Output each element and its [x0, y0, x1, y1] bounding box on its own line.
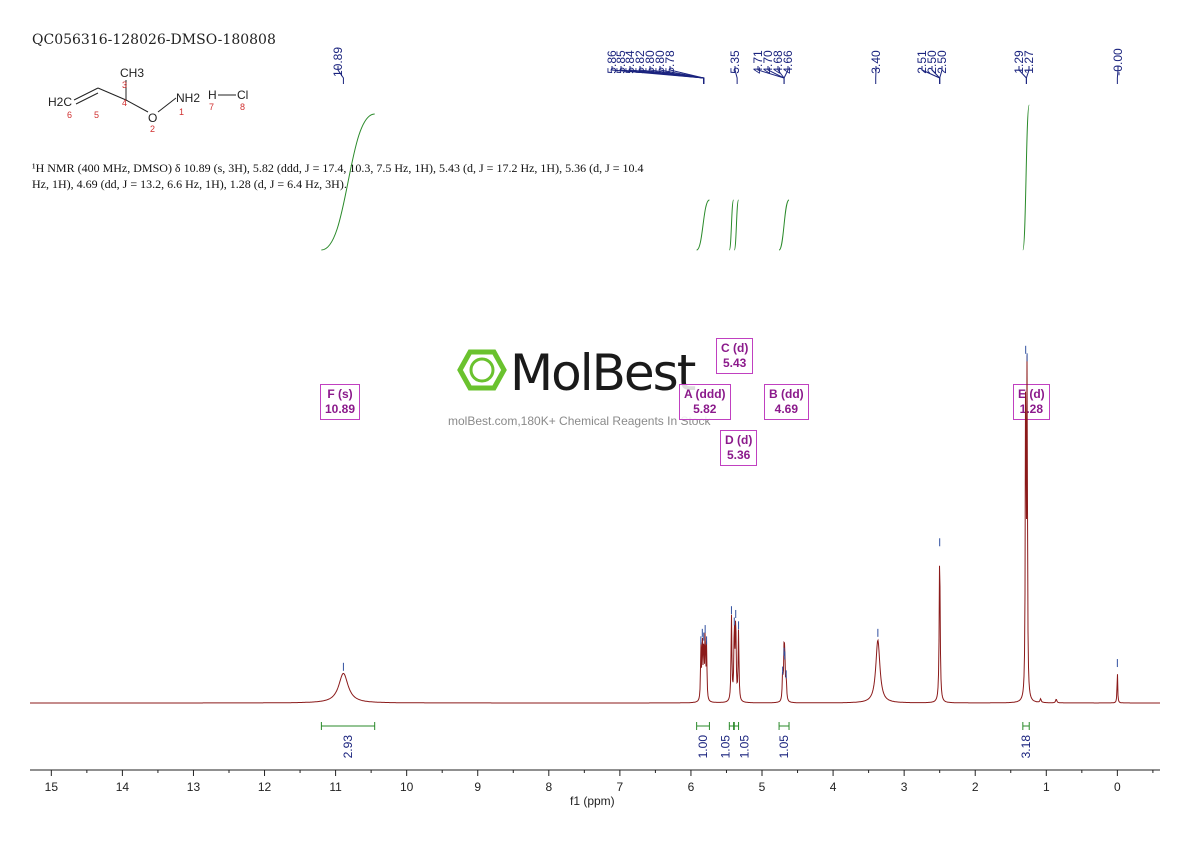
integral-curve [728, 199, 735, 251]
peak-shift-leader [669, 66, 705, 84]
x-tick-label: 9 [474, 780, 481, 794]
integral-curve [1022, 104, 1030, 251]
multiplet-title: F (s) [327, 387, 353, 401]
peak-shift-label: 4.68 [771, 50, 785, 74]
x-tick-label: 0 [1114, 780, 1121, 794]
peak-shift-label: 5.80 [653, 50, 667, 74]
multiplet-shift: 5.43 [722, 356, 747, 370]
integral-curve [778, 199, 790, 251]
multiplet-box-c: C (d) 5.43 [716, 338, 754, 374]
integral-curve [733, 199, 740, 251]
atom-h: H [208, 88, 217, 102]
integral-curve [696, 199, 710, 251]
x-tick-label: 6 [688, 780, 695, 794]
peak-shift-label: 5.35 [728, 50, 742, 74]
multiplet-title: C (d) [721, 341, 749, 355]
x-tick-label: 12 [258, 780, 272, 794]
peak-shift-label: 5.80 [643, 50, 657, 74]
sample-id: QC056316-128026-DMSO-180808 [32, 32, 276, 48]
integral-curve [321, 113, 375, 251]
spectrum-line [30, 355, 1160, 704]
x-axis-title: f1 (ppm) [570, 794, 615, 808]
integral-value: 2.93 [341, 735, 355, 759]
integral-value: 1.05 [737, 735, 751, 759]
x-tick-label: 15 [45, 780, 59, 794]
peak-shift-leader [734, 66, 738, 84]
atom-num-8: 8 [240, 102, 245, 112]
peak-shift-label: 2.50 [935, 50, 949, 74]
x-tick-label: 13 [187, 780, 201, 794]
atom-num-5: 5 [94, 110, 99, 120]
x-tick-label: 2 [972, 780, 979, 794]
peak-shift-leader [337, 66, 344, 84]
x-tick-label: 7 [617, 780, 624, 794]
atom-nh2: NH2 [176, 91, 200, 105]
peak-shift-leader [1116, 66, 1119, 84]
multiplet-title: B (dd) [769, 387, 804, 401]
multiplet-box-d: D (d) 5.36 [720, 430, 758, 466]
peak-shift-label: 4.71 [751, 50, 765, 74]
atom-num-7: 7 [209, 102, 214, 112]
peak-shift-label: 5.86 [605, 50, 619, 74]
peak-shift-label: 4.70 [761, 50, 775, 74]
peak-shift-label: 5.82 [633, 50, 647, 74]
molbest-logo-icon [457, 349, 507, 391]
integral-value: 1.05 [777, 735, 791, 759]
atom-num-1: 1 [179, 107, 184, 117]
atom-o: O [148, 111, 157, 125]
x-tick-label: 10 [400, 780, 414, 794]
atom-num-4: 4 [122, 98, 127, 108]
peak-shift-label: -0.00 [1111, 48, 1125, 76]
x-tick-label: 8 [545, 780, 552, 794]
multiplet-title: A (ddd) [684, 387, 726, 401]
peak-shift-label: 10.89 [331, 47, 345, 77]
peak-shift-leader [1025, 66, 1030, 84]
multiplet-shift: 4.69 [774, 402, 798, 416]
peak-shift-label: 1.29 [1012, 50, 1026, 74]
peak-shift-label: 1.27 [1022, 50, 1036, 74]
atom-cl: Cl [237, 88, 248, 102]
integral-value: 1.00 [696, 735, 710, 759]
nmr-description: ¹H NMR (400 MHz, DMSO) δ 10.89 (s, 3H), … [32, 161, 644, 191]
multiplet-title: E (d) [1018, 387, 1045, 401]
multiplet-shift: 5.82 [693, 402, 717, 416]
peak-shift-label: 5.85 [614, 50, 628, 74]
watermark-brand: MolBest [510, 344, 696, 402]
peak-shift-label: 5.84 [623, 50, 637, 74]
multiplet-box-f: F (s) 10.89 [320, 384, 361, 420]
x-tick-label: 4 [830, 780, 837, 794]
peak-shift-leader [783, 66, 789, 84]
multiplet-title: D (d) [725, 433, 753, 447]
peak-shift-label: 2.51 [915, 50, 929, 74]
integral-value: 1.05 [718, 735, 732, 759]
multiplet-box-a: A (ddd) 5.82 [679, 384, 731, 420]
x-tick-label: 14 [116, 780, 130, 794]
atom-h2c: H2C [48, 95, 72, 109]
peak-shift-label: 3.40 [869, 50, 883, 74]
multiplet-box-b: B (dd) 4.69 [764, 384, 809, 420]
atom-num-3: 3 [122, 80, 127, 90]
integral-value: 3.18 [1019, 735, 1033, 759]
multiplet-shift: 5.36 [726, 448, 751, 462]
peak-shift-label: 5.78 [663, 50, 677, 74]
x-tick-label: 1 [1043, 780, 1050, 794]
atom-num-6: 6 [67, 110, 72, 120]
atom-num-2: 2 [150, 124, 155, 134]
x-tick-label: 11 [329, 780, 342, 794]
peak-shift-label: 4.66 [781, 50, 795, 74]
peak-shift-label: 2.50 [925, 50, 939, 74]
x-tick-label: 5 [759, 780, 766, 794]
atom-ch3: CH3 [120, 66, 144, 80]
multiplet-shift: 10.89 [325, 402, 356, 416]
watermark-tagline: molBest.com,180K+ Chemical Reagents In S… [448, 414, 711, 428]
peak-shift-leader [939, 66, 943, 84]
molecule-structure: CH3 H2C O NH2 H Cl 1 2 3 4 5 6 7 8 [48, 66, 248, 134]
x-tick-label: 3 [901, 780, 908, 794]
